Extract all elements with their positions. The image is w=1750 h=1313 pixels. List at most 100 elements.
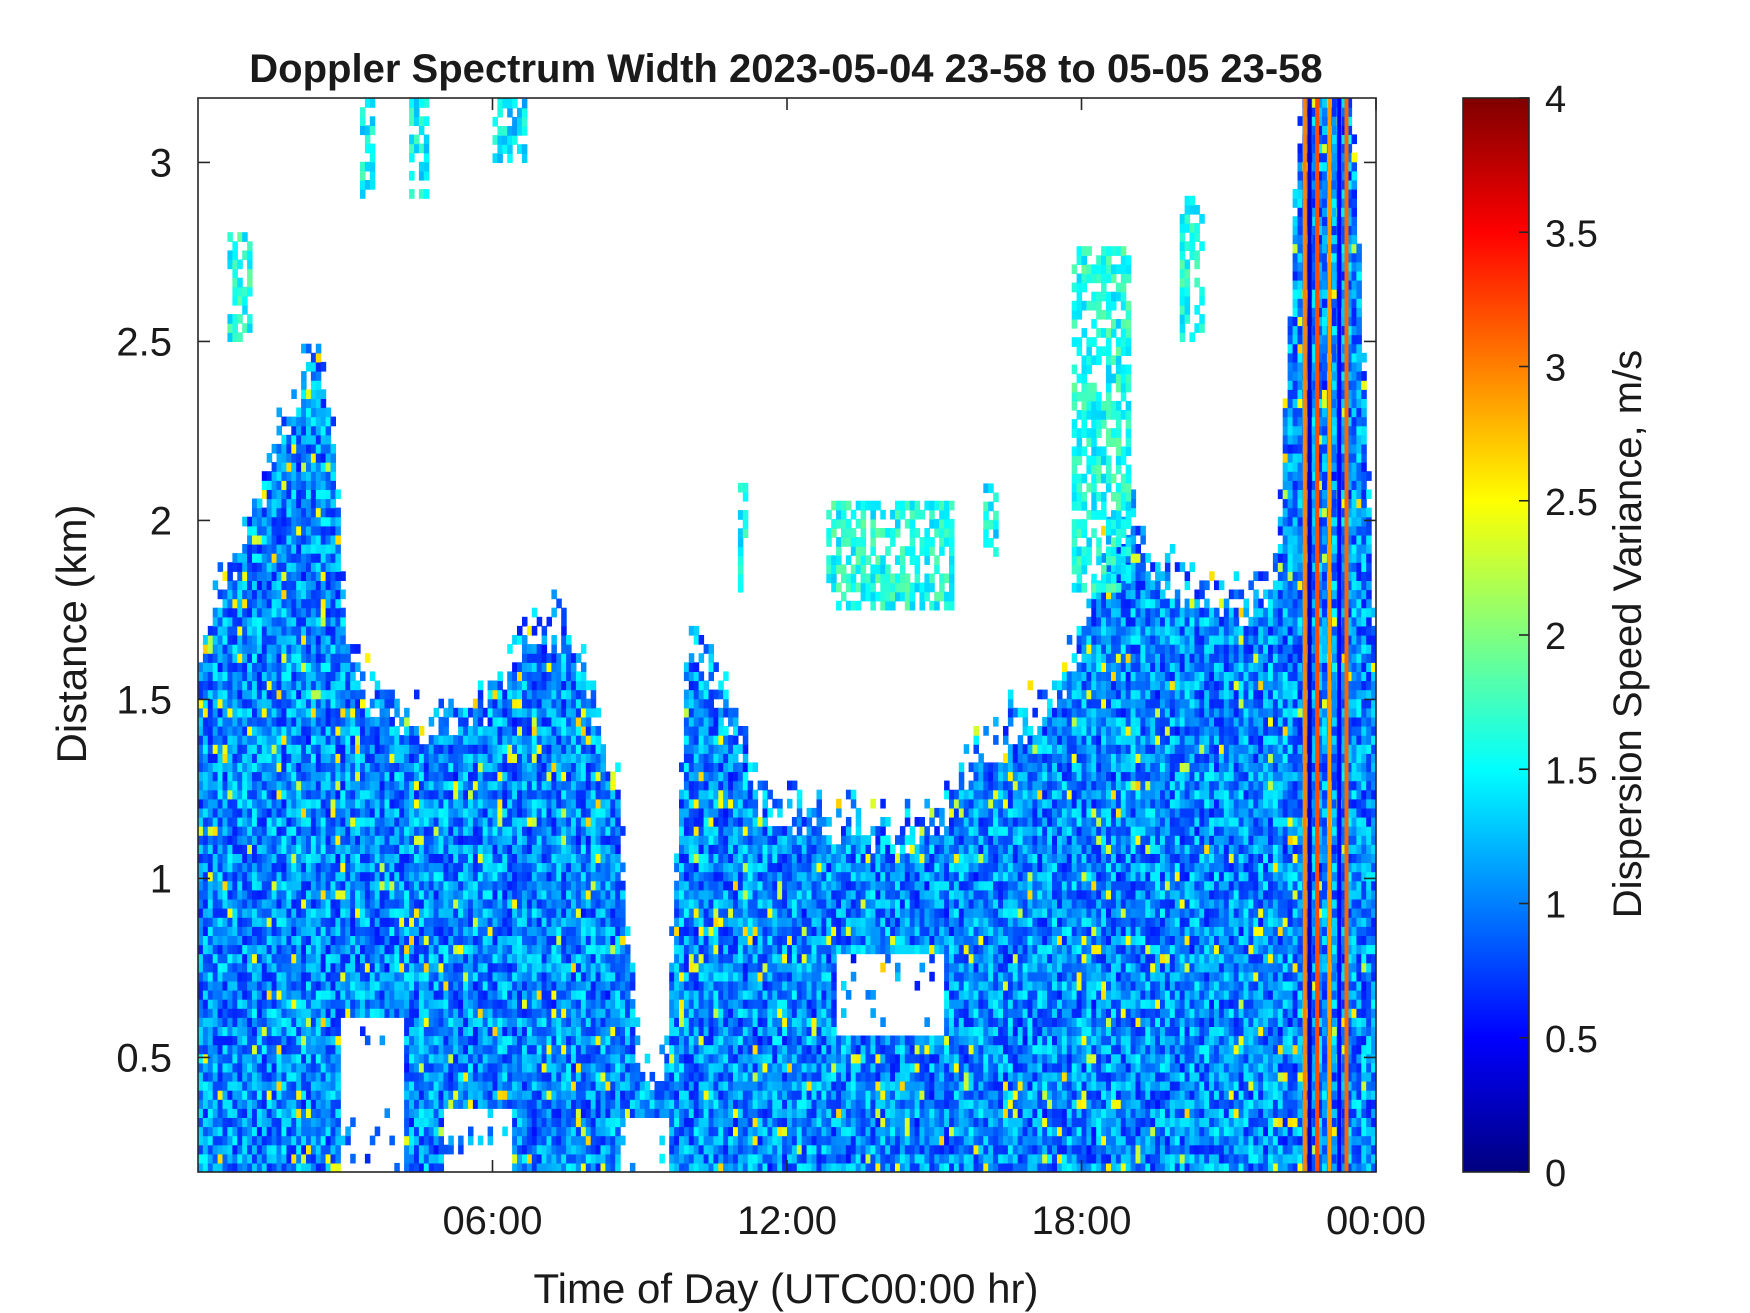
heatmap-cell — [232, 953, 238, 964]
heatmap-cell — [575, 689, 582, 700]
heatmap-cell — [232, 625, 238, 636]
heatmap-cell — [217, 908, 224, 918]
heatmap-cell — [546, 908, 552, 918]
heatmap-cell — [325, 516, 332, 527]
heatmap-cell — [237, 999, 243, 1009]
heatmap-cell — [551, 635, 557, 645]
heatmap-cell — [497, 726, 503, 736]
heatmap-cell — [242, 917, 248, 927]
heatmap-cell — [458, 826, 464, 836]
heatmap-cell — [497, 698, 503, 709]
heatmap-cell — [286, 999, 292, 1009]
heatmap-cell — [512, 971, 518, 982]
heatmap-cell — [320, 480, 327, 490]
heatmap-cell — [247, 662, 253, 672]
heatmap-cell — [590, 908, 597, 918]
heatmap-cell — [296, 534, 302, 545]
heatmap-cell — [575, 680, 582, 691]
heatmap-cell — [247, 853, 253, 864]
heatmap-cell — [310, 990, 317, 1000]
heatmap-cell — [212, 926, 219, 936]
heatmap-cell — [512, 889, 518, 900]
heatmap-cell — [571, 1144, 577, 1155]
heatmap-cell — [296, 680, 302, 691]
heatmap-cell — [198, 789, 204, 800]
heatmap-cell — [629, 1162, 636, 1172]
heatmap-cell — [212, 698, 219, 709]
heatmap-cell — [546, 753, 552, 763]
heatmap-cell — [306, 489, 312, 500]
heatmap-cell — [315, 425, 322, 436]
heatmap-cell — [286, 1017, 292, 1027]
heatmap-cell — [615, 1017, 621, 1027]
heatmap-cell — [610, 853, 616, 864]
heatmap-cell — [414, 889, 420, 900]
heatmap-cell — [590, 1135, 597, 1146]
heatmap-cell — [217, 589, 224, 600]
heatmap-cell — [448, 880, 454, 891]
heatmap-cell — [330, 798, 336, 809]
heatmap-cell — [512, 680, 518, 691]
heatmap-cell — [605, 1053, 611, 1064]
heatmap-cell — [551, 835, 557, 845]
heatmap-cell — [315, 1071, 322, 1082]
heatmap-cell — [237, 844, 243, 854]
heatmap-cell — [340, 571, 346, 581]
heatmap-cell — [477, 908, 484, 918]
heatmap-cell — [320, 908, 327, 918]
heatmap-cell — [306, 962, 312, 973]
heatmap-cell — [566, 653, 572, 663]
heatmap-cell — [517, 962, 523, 973]
heatmap-cell — [394, 771, 400, 782]
heatmap-cell — [512, 1008, 518, 1018]
heatmap-cell — [522, 662, 528, 672]
heatmap-cell — [369, 798, 376, 809]
heatmap-cell — [291, 389, 297, 399]
heatmap-cell — [340, 798, 346, 809]
heatmap-cell — [522, 871, 528, 882]
heatmap-cell — [198, 680, 204, 691]
heatmap-cell — [320, 1153, 327, 1164]
heatmap-cell — [595, 826, 602, 836]
heatmap-cell — [286, 1081, 292, 1091]
heatmap-cell — [291, 1144, 297, 1155]
heatmap-cell — [595, 844, 602, 854]
heatmap-cell — [379, 844, 386, 854]
heatmap-cell — [418, 880, 425, 891]
heatmap-cell — [389, 789, 395, 800]
heatmap-cell — [374, 917, 381, 927]
heatmap-cell — [595, 762, 602, 773]
heatmap-cell — [320, 1062, 327, 1073]
heatmap-cell — [472, 926, 479, 936]
heatmap-cell — [330, 1081, 336, 1091]
heatmap-cell — [261, 1162, 268, 1172]
heatmap-cell — [571, 835, 577, 845]
heatmap-cell — [360, 853, 366, 864]
heatmap-cell — [310, 1026, 317, 1037]
heatmap-cell — [409, 1090, 415, 1100]
heatmap-cell — [551, 753, 557, 763]
heatmap-cell — [247, 807, 253, 818]
heatmap-cell — [256, 516, 263, 527]
heatmap-cell — [536, 862, 543, 873]
heatmap-cell — [575, 935, 582, 946]
heatmap-cell — [237, 744, 243, 754]
heatmap-cell — [605, 962, 611, 973]
heatmap-cell — [374, 889, 381, 900]
heatmap-cell — [301, 980, 307, 991]
heatmap-cell — [394, 735, 400, 745]
heatmap-cell — [276, 735, 282, 745]
heatmap-cell — [531, 1081, 538, 1091]
heatmap-cell — [355, 817, 361, 827]
heatmap-cell — [482, 862, 489, 873]
heatmap-cell — [340, 1008, 346, 1018]
heatmap-cell — [605, 944, 611, 955]
heatmap-cell — [497, 680, 503, 691]
heatmap-cell — [276, 507, 282, 518]
heatmap-cell — [522, 880, 528, 891]
heatmap-cell — [320, 507, 327, 518]
heatmap-cell — [212, 780, 219, 791]
heatmap-cell — [502, 1062, 508, 1073]
heatmap-cell — [448, 789, 454, 800]
heatmap-cell — [556, 798, 562, 809]
